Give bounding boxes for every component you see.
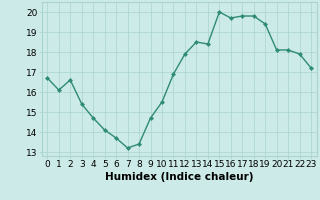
X-axis label: Humidex (Indice chaleur): Humidex (Indice chaleur) [105, 172, 253, 182]
